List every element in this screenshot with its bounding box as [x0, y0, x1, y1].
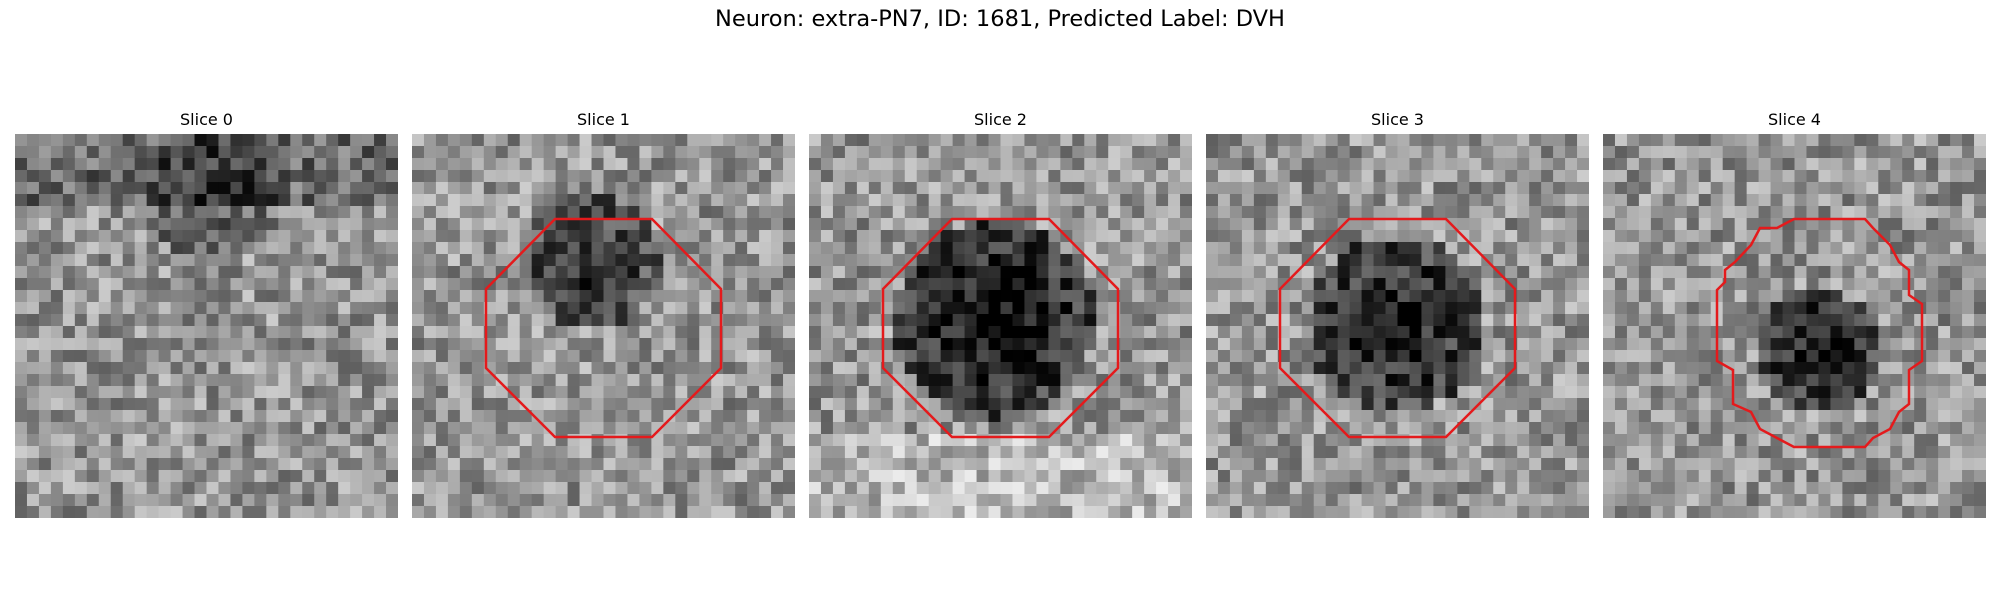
slice-image	[1206, 134, 1589, 518]
slice-title: Slice 0	[180, 110, 233, 129]
pixel-grid	[1206, 134, 1589, 518]
slice-image	[15, 134, 398, 518]
roi-outline	[1278, 217, 1517, 439]
slice-image	[1603, 134, 1986, 518]
slice-image	[809, 134, 1192, 518]
slice-title: Slice 4	[1768, 110, 1821, 129]
slice-title: Slice 3	[1371, 110, 1424, 129]
slice-title: Slice 2	[974, 110, 1027, 129]
roi-outline	[881, 217, 1120, 439]
pixel-grid	[1603, 134, 1986, 518]
pixel-grid	[412, 134, 795, 518]
roi-outline	[1715, 217, 1924, 449]
slice-image	[412, 134, 795, 518]
slice-title: Slice 1	[577, 110, 630, 129]
pixel-grid	[15, 134, 398, 518]
pixel-grid	[809, 134, 1192, 518]
figure-title: Neuron: extra-PN7, ID: 1681, Predicted L…	[715, 6, 1285, 32]
roi-outline	[484, 217, 723, 439]
